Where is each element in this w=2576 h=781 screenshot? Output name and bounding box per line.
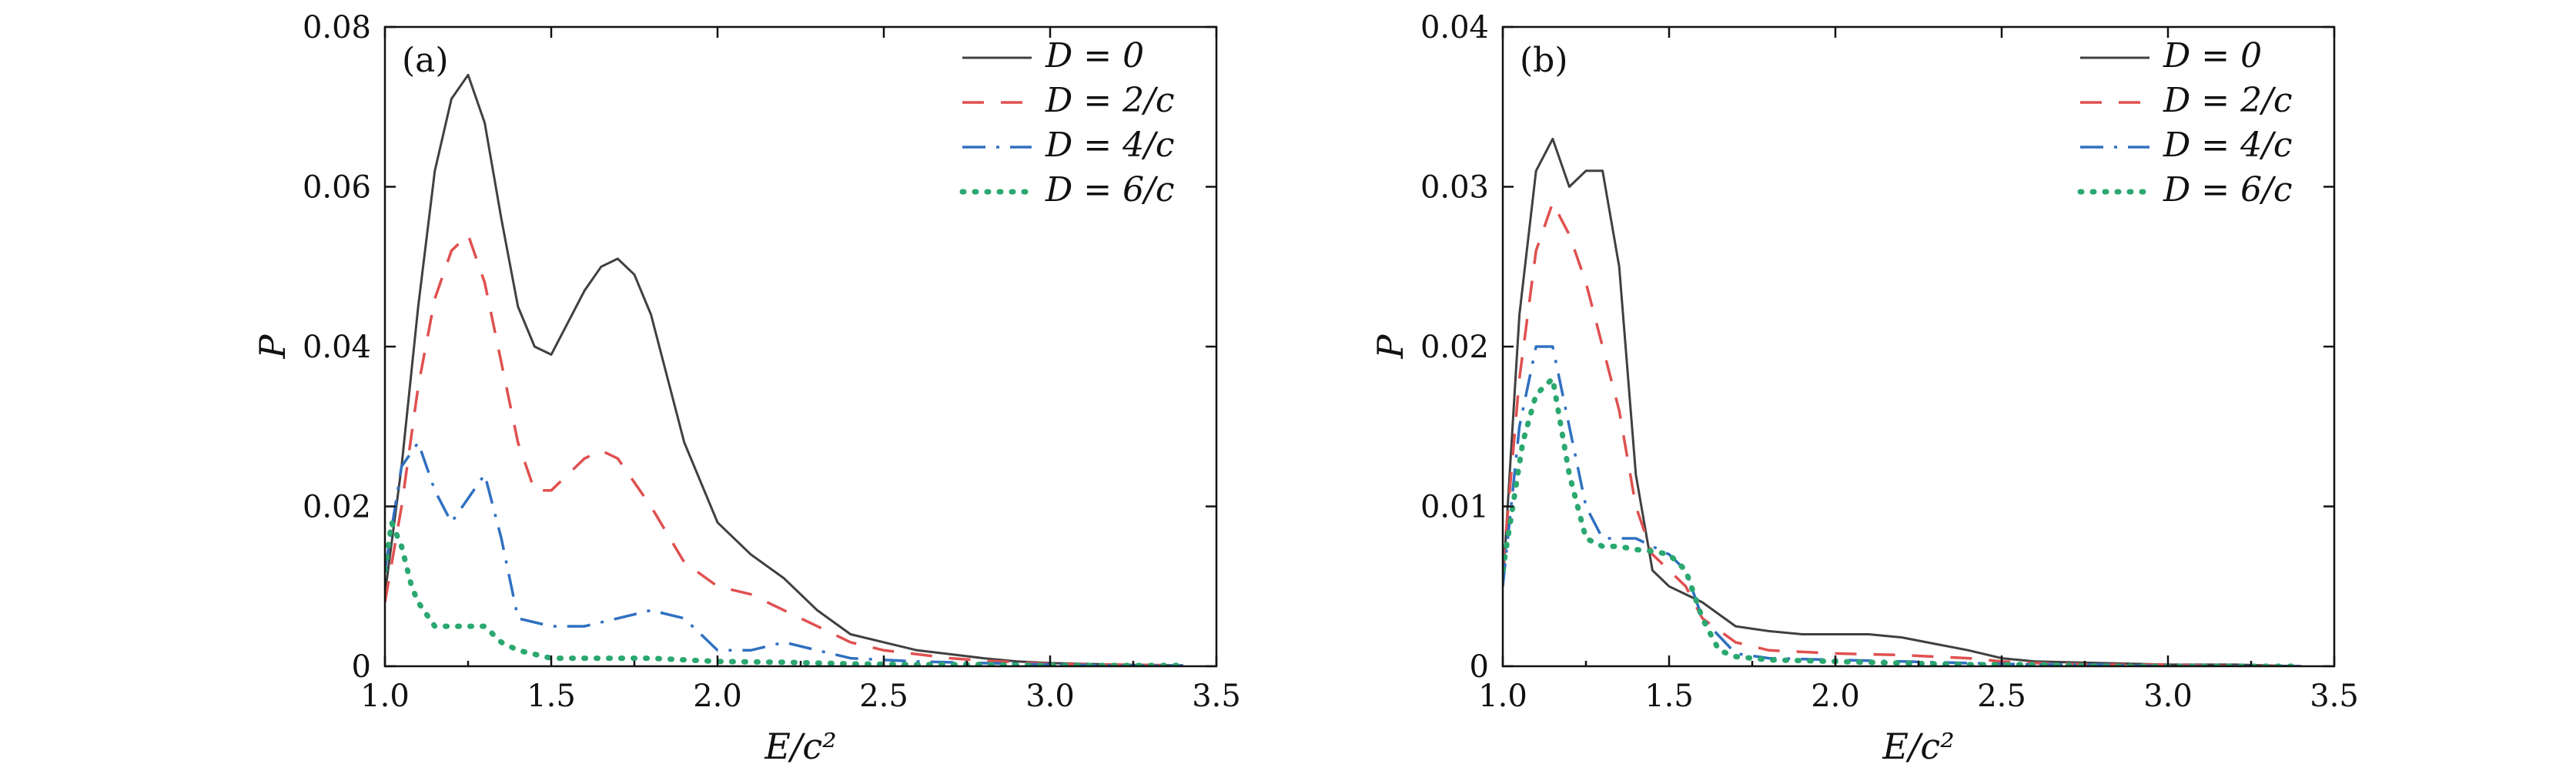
panel-a-x-tick-label: 1.0 bbox=[360, 679, 410, 714]
panel-a-legend: D = 0 D = 2/c D = 4/c D = 6/c bbox=[959, 36, 1175, 209]
panel-b-x-tick-label: 1.0 bbox=[1478, 679, 1527, 714]
panel-b-x-tick-label: 1.5 bbox=[1644, 679, 1694, 714]
panel-a-series bbox=[385, 73, 1186, 666]
panel-b-series-d-2-c bbox=[1503, 201, 2301, 666]
panel-b-series bbox=[1503, 137, 2304, 666]
panel-b-frame bbox=[1501, 25, 2336, 668]
panel-b-series-d-4-c bbox=[1503, 345, 2301, 666]
panel-a-y-ticks: 0 0.02 0.04 0.06 0.08 bbox=[303, 10, 1216, 685]
panel-b-y-tick-label: 0 bbox=[1470, 649, 1489, 685]
panel-a-x-tick-label: 2.0 bbox=[693, 679, 742, 714]
panel-b-y-tick-label: 0.03 bbox=[1420, 170, 1489, 206]
panel-a-series-d-6-c bbox=[385, 519, 1186, 666]
panel-b-x-tick-label: 3.5 bbox=[2310, 679, 2359, 714]
panel-a-x-tick-label: 2.5 bbox=[859, 679, 908, 714]
panel-b-y-axis-label: P bbox=[1370, 334, 1411, 359]
panel-a-legend-label-d-4-c: D = 4/c bbox=[1045, 126, 1175, 165]
panel-b: 1.0 1.5 2.0 2.5 3.0 3.5 0 0.01 0.02 0.03 0.04 (b)… bbox=[1370, 10, 2359, 767]
panel-b-x-tick-label: 2.5 bbox=[1977, 679, 2026, 714]
panel-b-y-tick-label: 0.02 bbox=[1420, 330, 1489, 365]
panel-b-y-ticks: 0 0.01 0.02 0.03 0.04 bbox=[1420, 10, 2334, 685]
panel-a-frame bbox=[383, 25, 1218, 668]
panel-a-y-tick-label: 0 bbox=[352, 649, 371, 685]
panel-a-y-tick-label: 0.02 bbox=[303, 490, 371, 525]
panel-a-x-tick-label: 1.5 bbox=[527, 679, 576, 714]
panel-b-label: (b) bbox=[1520, 41, 1568, 80]
panel-b-x-tick-label: 3.0 bbox=[2143, 679, 2193, 714]
panel-b-series-d-0 bbox=[1503, 137, 2301, 666]
panel-b-legend-label-d-0: D = 0 bbox=[2163, 36, 2262, 75]
panel-a-series-d-0 bbox=[385, 73, 1183, 666]
panel-a-legend-label-d-0: D = 0 bbox=[1045, 36, 1144, 75]
panel-a-x-tick-label: 3.0 bbox=[1025, 679, 1075, 714]
panel-b-x-axis-label: E/c² bbox=[1882, 726, 1954, 767]
panel-b-x-ticks: 1.0 1.5 2.0 2.5 3.0 3.5 bbox=[1478, 27, 2359, 714]
panel-a-y-axis-label: P bbox=[252, 334, 293, 359]
panel-a-y-tick-label: 0.08 bbox=[303, 10, 371, 45]
panel-a-y-tick-label: 0.04 bbox=[303, 330, 371, 365]
panel-a-x-ticks: 1.0 1.5 2.0 2.5 3.0 3.5 bbox=[360, 27, 1241, 714]
panel-b-legend: D = 0 D = 2/c D = 4/c D = 6/c bbox=[2077, 36, 2293, 209]
panel-b-series-d-6-c bbox=[1503, 376, 2304, 666]
panel-a-legend-label-d-2-c: D = 2/c bbox=[1045, 81, 1175, 120]
panel-a-x-axis-label: E/c² bbox=[764, 726, 836, 767]
panel-b-x-tick-label: 2.0 bbox=[1811, 679, 1860, 714]
panel-a-series-d-4-c bbox=[385, 441, 1183, 666]
panel-b-y-tick-label: 0.04 bbox=[1420, 10, 1489, 45]
panel-b-legend-label-d-6-c: D = 6/c bbox=[2163, 170, 2293, 209]
panel-b-legend-label-d-4-c: D = 4/c bbox=[2163, 126, 2293, 165]
panel-a: 1.0 1.5 2.0 2.5 3.0 3.5 0 0.02 0.04 0.06 0.08 (a)… bbox=[252, 10, 1241, 767]
panel-b-y-tick-label: 0.01 bbox=[1420, 490, 1489, 525]
panel-a-label: (a) bbox=[402, 41, 449, 80]
panel-b-legend-label-d-2-c: D = 2/c bbox=[2163, 81, 2293, 120]
panel-a-legend-label-d-6-c: D = 6/c bbox=[1045, 170, 1175, 209]
panel-a-x-tick-label: 3.5 bbox=[1192, 679, 1241, 714]
panel-a-series-d-2-c bbox=[385, 233, 1183, 666]
panel-a-y-tick-label: 0.06 bbox=[303, 170, 371, 206]
